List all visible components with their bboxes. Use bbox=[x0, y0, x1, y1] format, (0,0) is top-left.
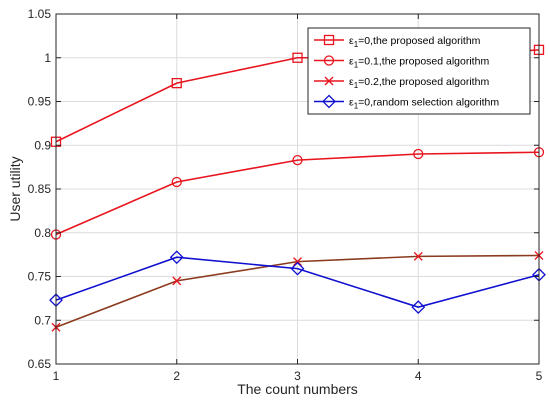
y-tick-label: 0.65 bbox=[28, 357, 52, 371]
x-tick-label: 5 bbox=[536, 369, 543, 383]
data-point-square bbox=[292, 52, 303, 63]
data-point-x bbox=[172, 276, 182, 286]
legend-label: ε1=0,random selection algorithm bbox=[349, 97, 499, 111]
data-point-x bbox=[413, 251, 423, 261]
legend-marker-diamond bbox=[322, 94, 336, 109]
y-tick-label: 0.9 bbox=[34, 138, 51, 152]
data-point-diamond bbox=[169, 250, 184, 265]
legend-box bbox=[307, 27, 531, 115]
y-tick-label: 0.7 bbox=[34, 313, 51, 327]
legend-marker-circle bbox=[323, 55, 335, 66]
legend-label: ε1=0,the proposed algorithm bbox=[349, 35, 481, 49]
y-tick-label: 1.05 bbox=[28, 7, 52, 21]
legend-item: ε1=0,the proposed algorithm bbox=[314, 34, 481, 49]
series-line bbox=[55, 256, 540, 308]
legend-marker-x bbox=[324, 76, 334, 86]
y-tick-label: 0.95 bbox=[28, 95, 52, 109]
y-axis-title: User utility bbox=[7, 156, 23, 221]
x-tick-label: 1 bbox=[53, 369, 60, 383]
x-tick-label: 2 bbox=[173, 369, 180, 383]
y-tick-label: 1 bbox=[44, 51, 51, 65]
axis-ticks: 1 2 3 4 5 0.65 0.7 0.75 0.8 0.85 0.9 0.95 1 1.05 bbox=[28, 7, 543, 383]
y-tick-label: 0.8 bbox=[34, 226, 51, 240]
legend-label: ε1=0.2,the proposed algorithm bbox=[349, 76, 489, 90]
legend-item: ε1=0.2,the proposed algorithm bbox=[314, 76, 489, 90]
y-tick-label: 0.85 bbox=[28, 182, 52, 196]
data-point-circle bbox=[171, 176, 182, 188]
data-point-diamond bbox=[290, 261, 305, 276]
legend: ε1=0,the proposed algorithm ε1=0.1,the pr… bbox=[307, 27, 531, 115]
series-line bbox=[55, 151, 540, 236]
legend-item: ε1=0,random selection algorithm bbox=[314, 94, 499, 111]
data-point-square bbox=[171, 77, 182, 89]
x-axis-title: The count numbers bbox=[237, 381, 358, 397]
x-tick-label: 4 bbox=[415, 369, 422, 383]
x-tick-label: 3 bbox=[294, 369, 301, 383]
data-point-circle bbox=[413, 148, 424, 160]
data-point-diamond bbox=[411, 300, 426, 315]
legend-marker-square bbox=[323, 34, 335, 46]
legend-item: ε1=0.1,the proposed algorithm bbox=[314, 55, 489, 70]
data-point-circle bbox=[292, 154, 303, 166]
y-tick-label: 0.75 bbox=[28, 270, 52, 284]
data-point-x bbox=[293, 257, 302, 267]
legend-label: ε1=0.1,the proposed algorithm bbox=[349, 56, 489, 70]
